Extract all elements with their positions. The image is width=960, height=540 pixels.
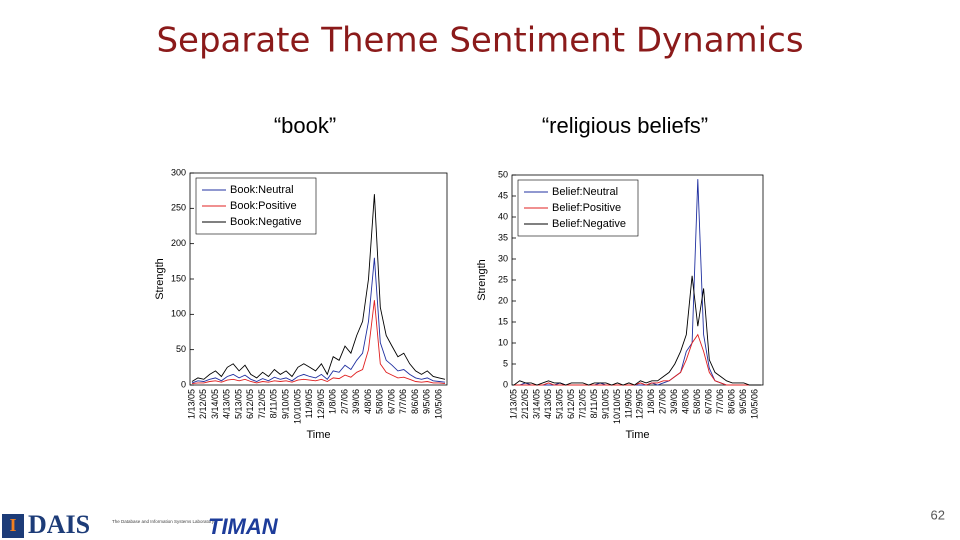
x-tick-label: 9/5/06 (422, 389, 432, 414)
y-tick-label: 15 (498, 316, 508, 326)
y-tick-label: 25 (498, 274, 508, 284)
legend-label: Book:Neutral (230, 184, 294, 196)
y-tick-label: 20 (498, 295, 508, 305)
series-line (514, 333, 761, 386)
x-tick-label: 3/9/06 (669, 389, 679, 414)
x-tick-label: 7/12/05 (257, 389, 267, 419)
series-line (191, 300, 446, 385)
legend-label: Book:Positive (230, 200, 297, 212)
y-tick-label: 100 (171, 309, 186, 319)
dais-caption: The Database and Information Systems Lab… (112, 519, 215, 524)
y-tick-label: 35 (498, 232, 508, 242)
x-tick-label: 4/13/05 (543, 389, 553, 419)
x-tick-label: 1/13/05 (186, 389, 196, 419)
x-tick-label: 9/10/05 (600, 389, 610, 419)
x-tick-label: 12/9/05 (316, 389, 326, 419)
x-tick-label: 1/13/05 (508, 389, 518, 419)
x-tick-label: 12/9/05 (635, 389, 645, 419)
slide-title: Separate Theme Sentiment Dynamics (156, 21, 803, 61)
logo-letter: I (9, 515, 16, 535)
x-tick-label: 3/14/05 (210, 389, 220, 419)
series-line (191, 194, 446, 382)
x-tick-label: 11/9/05 (623, 389, 633, 418)
x-tick-label: 6/7/06 (704, 389, 714, 414)
x-tick-label: 8/6/06 (410, 389, 420, 414)
x-tick-label: 2/12/05 (198, 389, 208, 419)
series-line (191, 257, 446, 384)
x-tick-label: 5/13/05 (554, 389, 564, 419)
x-tick-label: 2/7/06 (658, 389, 668, 414)
x-tick-label: 9/5/06 (738, 389, 748, 414)
x-tick-label: 4/8/06 (681, 389, 691, 414)
y-tick-label: 50 (498, 169, 508, 179)
chart-title: “religious beliefs” (542, 113, 708, 138)
x-tick-label: 9/10/05 (281, 389, 291, 419)
x-tick-label: 2/7/06 (339, 389, 349, 414)
y-tick-label: 45 (498, 190, 508, 200)
x-tick-label: 6/12/05 (245, 389, 255, 419)
x-tick-label: 10/5/06 (433, 389, 443, 419)
y-tick-label: 50 (176, 344, 186, 354)
legend-label: Belief:Neutral (552, 186, 618, 198)
x-tick-label: 2/12/05 (520, 389, 530, 419)
x-axis-label: Time (625, 429, 649, 441)
y-tick-label: 30 (498, 253, 508, 263)
y-axis-label: Strength (476, 259, 488, 301)
timan-logo: TIMAN (208, 514, 279, 539)
y-tick-label: 10 (498, 337, 508, 347)
y-tick-label: 0 (503, 379, 508, 389)
x-tick-label: 3/9/06 (351, 389, 361, 414)
y-tick-label: 5 (503, 358, 508, 368)
y-axis-label: Strength (154, 258, 166, 300)
chart-title: “book” (274, 113, 336, 138)
legend-label: Belief:Positive (552, 202, 621, 214)
x-tick-label: 6/7/06 (386, 389, 396, 414)
legend-label: Belief:Negative (552, 218, 626, 230)
y-tick-label: 0 (181, 379, 186, 389)
y-tick-label: 40 (498, 211, 508, 221)
x-tick-label: 3/14/05 (531, 389, 541, 419)
x-tick-label: 7/7/06 (398, 389, 408, 414)
y-tick-label: 150 (171, 273, 186, 283)
x-tick-label: 8/6/06 (727, 389, 737, 414)
x-tick-label: 4/8/06 (363, 389, 373, 414)
x-tick-label: 4/13/05 (222, 389, 232, 419)
x-tick-label: 1/8/06 (328, 389, 338, 414)
x-axis-label: Time (306, 429, 330, 441)
y-tick-label: 250 (171, 203, 186, 213)
x-tick-label: 6/12/05 (566, 389, 576, 419)
x-tick-label: 7/7/06 (715, 389, 725, 414)
x-tick-label: 11/9/05 (304, 389, 314, 418)
x-tick-label: 7/12/05 (577, 389, 587, 419)
x-tick-label: 10/10/05 (292, 389, 302, 424)
x-tick-label: 5/8/06 (692, 389, 702, 414)
x-tick-label: 8/11/05 (269, 389, 279, 418)
x-tick-label: 5/13/05 (233, 389, 243, 419)
x-tick-label: 10/10/05 (612, 389, 622, 424)
logo-block (2, 514, 24, 538)
y-tick-label: 200 (171, 238, 186, 248)
x-tick-label: 10/5/06 (750, 389, 760, 419)
dais-logo: DAIS (28, 510, 90, 539)
y-tick-label: 300 (171, 167, 186, 177)
legend-label: Book:Negative (230, 216, 302, 228)
series-line (513, 275, 761, 386)
x-tick-label: 8/11/05 (589, 389, 599, 418)
x-tick-label: 5/8/06 (375, 389, 385, 414)
page-number: 62 (931, 507, 945, 522)
x-tick-label: 1/8/06 (646, 389, 656, 414)
